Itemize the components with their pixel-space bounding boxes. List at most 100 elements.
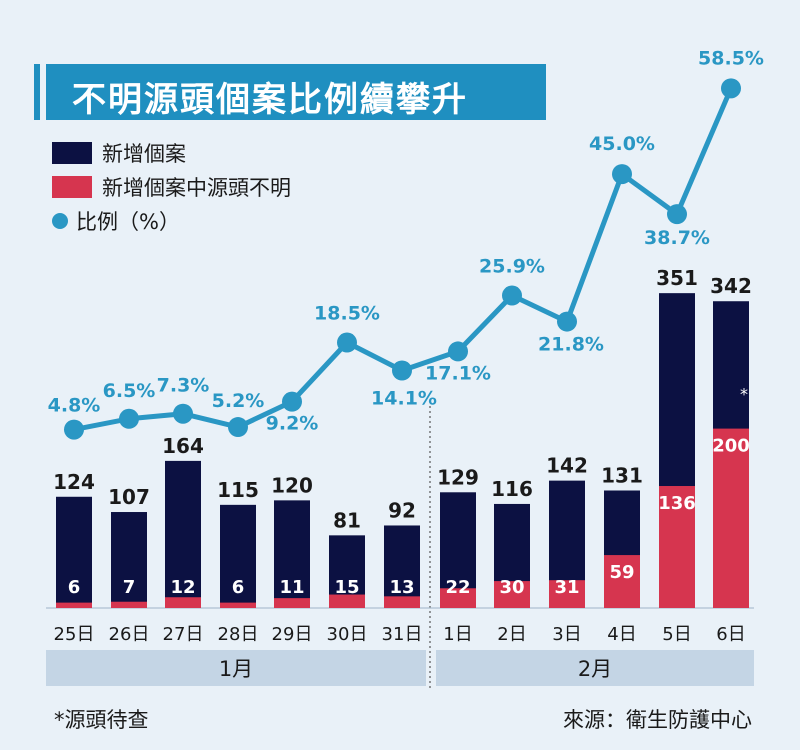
total-label-12: 342	[710, 274, 752, 298]
total-label-1: 107	[108, 485, 150, 509]
bar-unknown-11	[659, 486, 695, 608]
ratio-line-layer	[64, 78, 741, 440]
chart-title: 不明源頭個案比例續攀升	[72, 80, 468, 120]
legend-swatch-unknown	[52, 176, 92, 198]
x-tick-label-7: 1日	[443, 624, 472, 645]
ratio-label-9: 21.8%	[538, 334, 604, 356]
bar-unknown-0	[56, 602, 92, 608]
ratio-label-10: 45.0%	[589, 133, 655, 155]
labels-layer: 124 6 25日 107 7 26日 164 12 27日 115 6 28日 120 11 29日 81 1…	[48, 47, 764, 645]
unknown-label-9: 31	[554, 577, 579, 598]
x-tick-label-11: 5日	[662, 624, 691, 645]
x-tick-label-10: 4日	[607, 624, 636, 645]
bar-unknown-4	[274, 598, 310, 608]
unknown-label-10: 59	[609, 562, 634, 583]
bar-total-1	[111, 512, 147, 608]
ratio-point-11	[667, 204, 687, 225]
bar-total-3	[220, 504, 256, 608]
legend-item-unknown: 新增個案中源頭不明	[52, 170, 291, 204]
legend-item-ratio: 比例（%）	[52, 204, 291, 238]
total-label-7: 129	[437, 465, 479, 489]
bar-total-6	[384, 525, 420, 608]
unknown-label-11: 136	[658, 493, 696, 514]
legend-dot-ratio	[52, 213, 68, 229]
unknown-label-3: 6	[232, 577, 245, 598]
x-tick-label-6: 31日	[382, 624, 423, 645]
title-banner: 不明源頭個案比例續攀升	[34, 64, 546, 120]
bar-unknown-9	[549, 580, 585, 608]
bar-total-0	[56, 496, 92, 608]
ratio-point-3	[228, 417, 248, 438]
unknown-label-1: 7	[123, 577, 136, 598]
bar-unknown-12	[713, 428, 749, 608]
bar-unknown-2	[165, 597, 201, 608]
ratio-label-1: 6.5%	[103, 380, 156, 402]
total-label-11: 351	[656, 266, 698, 290]
ratio-label-2: 7.3%	[157, 375, 210, 397]
unknown-label-2: 12	[170, 577, 195, 598]
x-tick-label-0: 25日	[54, 624, 95, 645]
total-label-9: 142	[546, 454, 588, 478]
legend-label-total: 新增個案	[102, 142, 186, 166]
month-band-jan: 1月	[46, 650, 426, 686]
source-note: 來源：衛生防護中心	[563, 708, 752, 732]
bar-unknown-7	[440, 588, 476, 608]
legend: 新增個案 新增個案中源頭不明 比例（%）	[52, 136, 291, 238]
ratio-label-5: 18.5%	[314, 303, 380, 325]
x-tick-label-1: 26日	[109, 624, 150, 645]
total-label-3: 115	[217, 478, 259, 502]
ratio-label-11: 38.7%	[644, 227, 710, 249]
ratio-point-10	[612, 164, 632, 185]
bar-unknown-6	[384, 596, 420, 608]
unknown-label-4: 11	[279, 577, 304, 598]
x-tick-label-4: 29日	[272, 624, 313, 645]
unknown-label-12: 200	[712, 436, 750, 457]
bar-unknown-8	[494, 581, 530, 608]
month-label-feb: 2月	[577, 657, 613, 681]
legend-swatch-total	[52, 142, 92, 164]
ratio-point-2	[173, 403, 193, 424]
x-tick-label-12: 6日	[716, 624, 745, 645]
ratio-point-1	[119, 408, 139, 429]
ratio-label-6: 14.1%	[371, 387, 437, 409]
footnote: *源頭待查	[54, 708, 149, 732]
ratio-point-0	[64, 419, 84, 440]
total-label-0: 124	[53, 470, 95, 494]
unknown-label-8: 30	[499, 577, 524, 598]
unknown-label-7: 22	[445, 577, 470, 598]
x-tick-label-2: 27日	[163, 624, 204, 645]
legend-label-unknown: 新增個案中源頭不明	[102, 176, 291, 200]
ratio-point-7	[448, 341, 468, 362]
unknown-label-5: 15	[334, 577, 359, 598]
ratio-label-12: 58.5%	[698, 47, 764, 69]
legend-label-ratio: 比例（%）	[76, 210, 180, 234]
unknown-label-6: 13	[389, 577, 414, 598]
month-band-feb: 2月	[436, 650, 754, 686]
ratio-point-4	[282, 391, 302, 412]
total-label-10: 131	[601, 463, 643, 487]
x-tick-label-9: 3日	[552, 624, 581, 645]
x-tick-label-8: 2日	[497, 624, 526, 645]
x-tick-label-5: 30日	[327, 624, 368, 645]
total-label-8: 116	[491, 477, 533, 501]
total-label-5: 81	[333, 508, 361, 532]
ratio-point-6	[392, 360, 412, 381]
ratio-point-12	[721, 78, 741, 99]
bar-total-2	[165, 460, 201, 608]
unknown-label-0: 6	[68, 577, 81, 598]
ratio-label-3: 5.2%	[212, 390, 265, 412]
month-label-jan: 1月	[218, 657, 254, 681]
x-tick-label-3: 28日	[218, 624, 259, 645]
ratio-label-8: 25.9%	[479, 256, 545, 278]
annotation-0: *	[740, 385, 748, 404]
bar-unknown-1	[111, 601, 147, 608]
bar-unknown-10	[604, 555, 640, 608]
ratio-point-5	[337, 332, 357, 353]
total-label-4: 120	[271, 473, 313, 497]
ratio-label-7: 17.1%	[425, 362, 491, 384]
total-label-6: 92	[388, 498, 416, 522]
ratio-point-8	[502, 285, 522, 306]
ratio-point-9	[557, 311, 577, 332]
total-label-2: 164	[162, 434, 204, 458]
